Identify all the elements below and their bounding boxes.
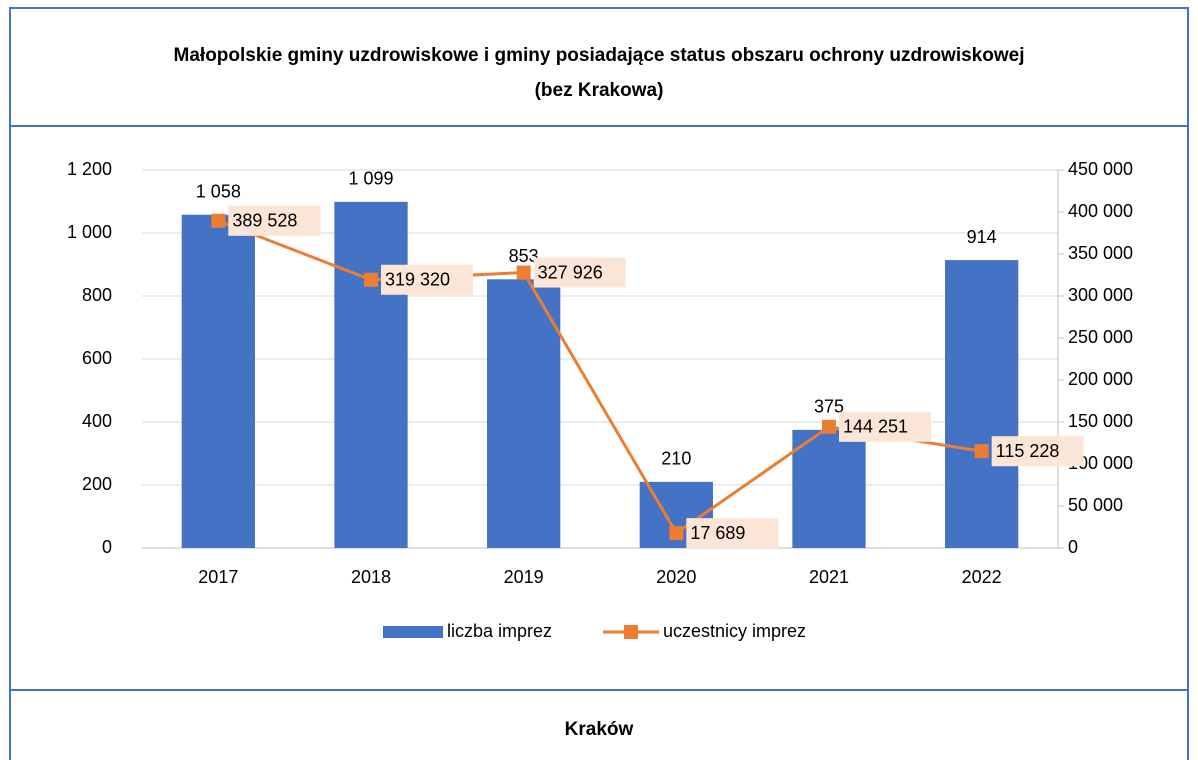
marker (822, 419, 836, 434)
y-tick-label: 800 (82, 285, 112, 305)
legend-marker (624, 625, 638, 639)
marker (516, 265, 531, 280)
y2-tick-label: 450 000 (1068, 159, 1133, 179)
x-tick-label: 2021 (809, 567, 849, 587)
marker (974, 444, 989, 459)
y2-tick-label: 200 000 (1068, 369, 1133, 389)
frame (9, 7, 1189, 760)
bar (487, 279, 561, 548)
legend-label: liczba imprez (447, 621, 552, 641)
chart-title: Małopolskie gminy uzdrowiskowe i gminy p… (174, 45, 1025, 66)
chart-title: (bez Krakowa) (535, 80, 664, 101)
y2-tick-label: 400 000 (1068, 201, 1133, 221)
section-title: Kraków (565, 719, 634, 740)
x-tick-label: 2019 (504, 567, 544, 587)
data-label: 327 926 (538, 262, 603, 282)
x-tick-label: 2022 (962, 567, 1002, 587)
legend-swatch (383, 626, 443, 638)
data-label: 389 528 (232, 211, 297, 231)
data-label: 210 (661, 449, 691, 469)
x-tick-label: 2017 (198, 567, 238, 587)
y-tick-label: 1 200 (67, 159, 112, 179)
data-label-box (381, 264, 473, 295)
data-label-box (686, 518, 779, 549)
data-label: 914 (967, 227, 997, 247)
bar (181, 214, 255, 549)
data-label-box (533, 257, 626, 288)
x-tick-label: 2018 (351, 567, 391, 587)
data-label: 853 (509, 246, 539, 266)
x-tick-label: 2020 (656, 567, 696, 587)
data-label: 319 320 (385, 270, 450, 290)
y-tick-label: 0 (102, 537, 112, 557)
y-tick-label: 200 (82, 474, 112, 494)
marker (669, 526, 684, 541)
y2-tick-label: 150 000 (1068, 411, 1133, 431)
bar (334, 201, 408, 548)
y-tick-label: 400 (82, 411, 112, 431)
marker (364, 272, 378, 287)
data-label-box (228, 205, 321, 236)
y2-tick-label: 250 000 (1068, 327, 1133, 347)
data-label: 17 689 (690, 523, 745, 543)
data-label: 375 (814, 397, 844, 417)
y2-tick-label: 350 000 (1068, 243, 1133, 263)
y2-tick-label: 300 000 (1068, 285, 1133, 305)
bar (945, 260, 1019, 548)
data-label: 1 058 (196, 181, 241, 201)
data-label-box (839, 411, 931, 442)
y2-tick-label: 100 000 (1068, 453, 1133, 473)
data-label: 1 099 (348, 169, 393, 189)
y2-tick-label: 50 000 (1068, 495, 1123, 515)
y-tick-label: 600 (82, 348, 112, 368)
bar (792, 429, 866, 548)
marker (211, 213, 226, 228)
legend-label: uczestnicy imprez (663, 621, 806, 641)
y2-tick-label: 0 (1068, 537, 1078, 557)
data-label: 144 251 (843, 417, 908, 437)
data-label: 115 228 (996, 441, 1060, 461)
data-label-box (991, 436, 1084, 467)
y-tick-label: 1 000 (67, 222, 112, 242)
